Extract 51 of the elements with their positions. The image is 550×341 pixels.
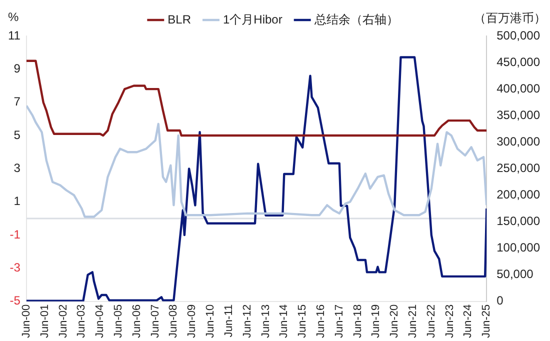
y2-tick-label: 50,000 (496, 267, 534, 282)
x-tick-label: Jun-08 (168, 304, 180, 338)
x-tick-label: Jun-05 (112, 304, 125, 338)
y2-tick-label: 0 (496, 294, 504, 308)
x-tick-label: Jun-23 (444, 304, 456, 338)
y2-tick-label: 300,000 (496, 134, 540, 148)
y-tick-label: -1 (10, 227, 21, 242)
x-tick-label: Jun-25 (480, 304, 493, 338)
x-tick-label: Jun-06 (130, 304, 143, 338)
legend-label: 总结余（右轴） (313, 12, 398, 26)
y-tick-label: 9 (14, 61, 21, 76)
x-tick-label: Jun-18 (352, 304, 364, 338)
legend-label: 1个月Hibor (222, 12, 282, 26)
x-tick-label: Jun-13 (260, 304, 272, 338)
x-tick-label: Jun-09 (186, 304, 198, 338)
y-tick-label: 3 (14, 160, 21, 175)
y2-tick-label: 150,000 (496, 214, 540, 228)
legend-label: BLR (168, 12, 192, 26)
y-tick-label: -3 (10, 260, 21, 275)
x-tick-label: Jun-22 (425, 304, 438, 338)
y2-tick-label: 350,000 (496, 108, 540, 122)
y2-tick-label: 400,000 (496, 81, 540, 96)
x-tick-label: Jun-16 (314, 304, 327, 338)
y-tick-label: 1 (14, 194, 21, 208)
y-axis-title: % (8, 10, 19, 24)
y2-axis-title: （百万港币） (474, 10, 546, 27)
x-tick-label: Jun-20 (388, 304, 401, 338)
y-tick-label: 5 (14, 128, 21, 142)
x-tick-label: Jun-24 (462, 304, 474, 338)
x-tick-label: Jun-02 (57, 304, 70, 338)
x-tick-label: Jun-15 (296, 304, 309, 338)
x-tick-label: Jun-17 (333, 304, 346, 338)
y-tick-label: 11 (8, 28, 21, 42)
y2-tick-label: 100,000 (496, 240, 540, 255)
x-tick-label: Jun-04 (94, 304, 106, 338)
y2-tick-label: 250,000 (496, 160, 540, 175)
x-tick-label: Jun-00 (20, 304, 32, 338)
x-tick-label: Jun-19 (370, 304, 382, 338)
x-tick-label: Jun-03 (76, 304, 88, 338)
x-tick-label: Jun-21 (407, 304, 420, 338)
x-tick-label: Jun-11 (222, 304, 235, 338)
y2-tick-label: 450,000 (496, 54, 540, 69)
y2-tick-label: 200,000 (496, 188, 540, 202)
x-tick-label: Jun-01 (38, 304, 51, 338)
x-tick-label: Jun-12 (241, 304, 254, 338)
x-tick-label: Jun-07 (149, 304, 162, 338)
x-tick-label: Jun-10 (204, 304, 217, 338)
y-tick-label: 7 (14, 94, 21, 109)
y-tick-label: -5 (10, 294, 21, 308)
x-tick-label: Jun-14 (278, 304, 290, 338)
y2-tick-label: 500,000 (496, 28, 540, 42)
